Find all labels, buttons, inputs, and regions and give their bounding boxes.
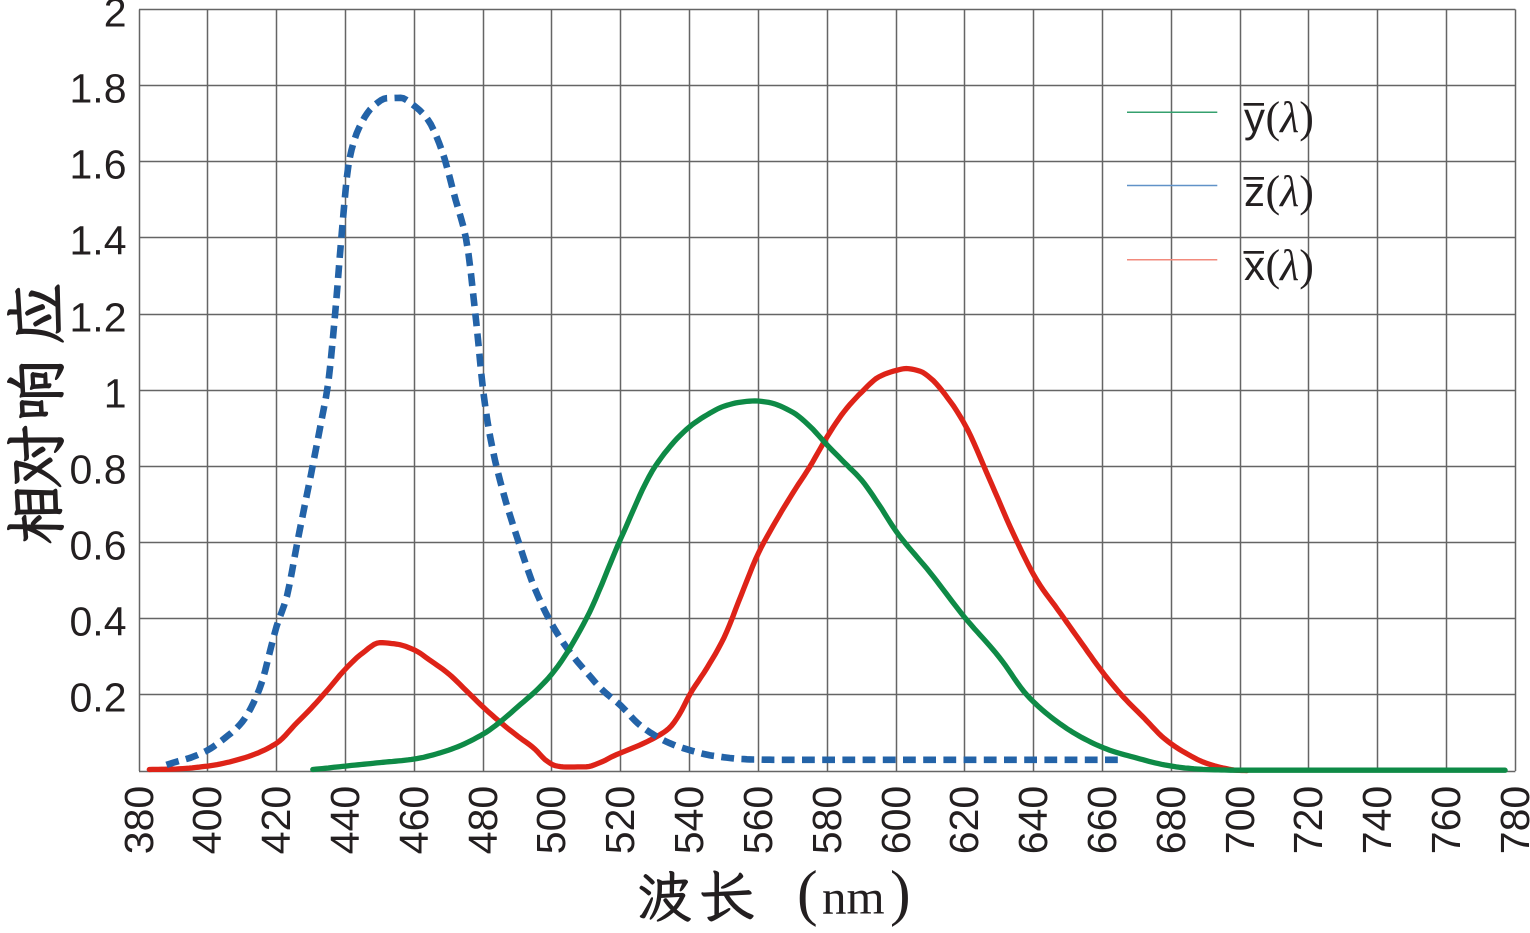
svg-text:x: x xyxy=(1244,242,1265,289)
svg-text:(λ): (λ) xyxy=(1266,93,1314,142)
svg-text:0.4: 0.4 xyxy=(70,599,127,645)
svg-text:0.8: 0.8 xyxy=(70,447,127,493)
svg-text:700: 700 xyxy=(1217,786,1263,854)
svg-text:2: 2 xyxy=(104,0,127,36)
svg-text:(: ( xyxy=(797,860,818,928)
svg-text:(λ): (λ) xyxy=(1266,167,1314,216)
svg-text:720: 720 xyxy=(1285,786,1331,854)
svg-text:1: 1 xyxy=(104,371,127,417)
svg-text:(λ): (λ) xyxy=(1266,241,1314,290)
svg-text:0.2: 0.2 xyxy=(70,675,127,721)
svg-text:540: 540 xyxy=(666,786,712,854)
svg-text:420: 420 xyxy=(253,786,299,854)
svg-text:1.4: 1.4 xyxy=(70,218,127,264)
svg-text:): ) xyxy=(890,860,911,928)
svg-text:640: 640 xyxy=(1010,786,1056,854)
svg-text:z: z xyxy=(1244,168,1265,215)
svg-text:1.6: 1.6 xyxy=(70,142,127,188)
svg-text:580: 580 xyxy=(804,786,850,854)
svg-text:1.2: 1.2 xyxy=(70,295,127,341)
svg-text:780: 780 xyxy=(1492,786,1530,854)
svg-text:460: 460 xyxy=(391,786,437,854)
svg-text:660: 660 xyxy=(1079,786,1125,854)
svg-text:400: 400 xyxy=(184,786,230,854)
svg-text:1.8: 1.8 xyxy=(70,66,127,112)
svg-text:600: 600 xyxy=(873,786,919,854)
svg-text:520: 520 xyxy=(597,786,643,854)
svg-text:nm: nm xyxy=(822,870,885,925)
svg-text:480: 480 xyxy=(460,786,506,854)
svg-text:380: 380 xyxy=(116,786,162,854)
svg-text:680: 680 xyxy=(1148,786,1194,854)
svg-text:y: y xyxy=(1244,94,1265,141)
svg-text:440: 440 xyxy=(322,786,368,854)
svg-text:500: 500 xyxy=(528,786,574,854)
svg-text:560: 560 xyxy=(735,786,781,854)
svg-text:0.6: 0.6 xyxy=(70,523,127,569)
svg-text:740: 740 xyxy=(1354,786,1400,854)
svg-text:760: 760 xyxy=(1423,786,1469,854)
svg-text:620: 620 xyxy=(941,786,987,854)
